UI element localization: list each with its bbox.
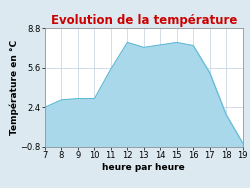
X-axis label: heure par heure: heure par heure: [102, 163, 185, 172]
Title: Evolution de la température: Evolution de la température: [50, 14, 237, 27]
Y-axis label: Température en °C: Température en °C: [10, 40, 19, 135]
